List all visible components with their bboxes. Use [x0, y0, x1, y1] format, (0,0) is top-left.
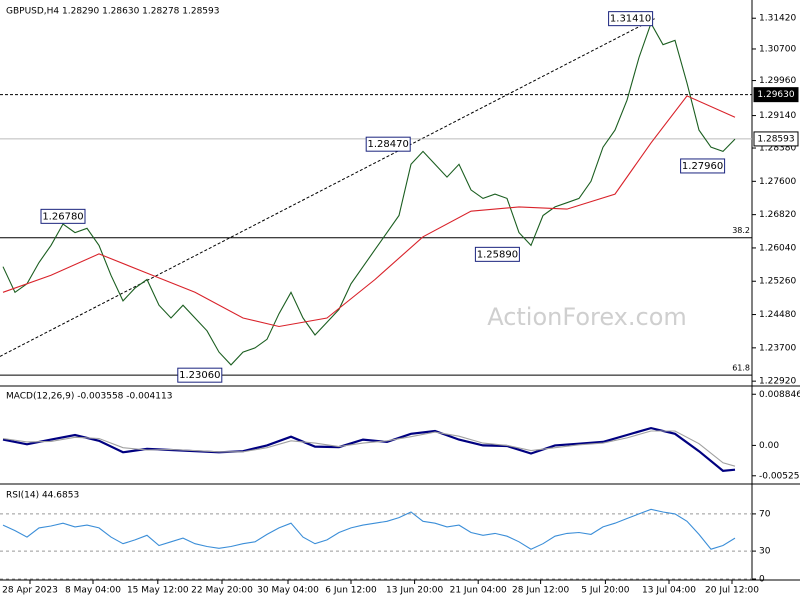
level-box [753, 131, 799, 147]
annotation-box [40, 208, 86, 224]
y-tick-label: 1.28380 [759, 144, 796, 154]
y-tick-label: 1.26820 [759, 210, 796, 220]
series-line [2, 95, 736, 328]
y-tick-label: 70 [759, 509, 771, 519]
x-tick-label: 6 Jun 12:00 [325, 586, 377, 596]
y-tick-label: 0.008846 [759, 390, 800, 400]
x-tick-label: 20 Jul 12:00 [705, 586, 759, 596]
y-tick-label: 0 [759, 575, 765, 585]
y-tick-label: 1.23700 [759, 343, 796, 353]
series-line [2, 426, 736, 473]
level-label: 38.2 [732, 226, 750, 235]
x-tick-label: 15 May 12:00 [127, 586, 189, 596]
x-tick-label: 13 Jul 04:00 [642, 586, 696, 596]
annotation-box [177, 367, 223, 383]
annotation-box [680, 158, 726, 174]
series-line [2, 508, 736, 550]
y-tick-label: 1.27600 [759, 177, 796, 187]
x-tick-label: 28 Apr 2023 [2, 586, 58, 596]
level-label: 1.28593 [757, 134, 794, 144]
y-tick-label: 1.31420 [759, 14, 796, 24]
x-tick-label: 21 Jun 04:00 [450, 586, 507, 596]
annotation-label: 1.26780 [42, 211, 83, 222]
x-tick-label: 28 Jun 12:00 [512, 586, 569, 596]
y-tick-label: -0.005252 [759, 471, 800, 481]
y-tick-label: 1.22920 [759, 377, 796, 387]
y-tick-label: 1.24480 [759, 310, 796, 320]
annotation-label: 1.25890 [477, 249, 518, 260]
panel-title: MACD(12,26,9) -0.003558 -0.004113 [6, 392, 172, 402]
panel-title: GBPUSD,H4 1.28290 1.28630 1.28278 1.2859… [6, 7, 219, 17]
trendline [0, 18, 655, 357]
annotation-box [608, 11, 654, 27]
x-tick-label: 5 Jul 20:00 [581, 586, 630, 596]
panel-title: RSI(14) 44.6853 [6, 491, 79, 501]
level-label: 1.29630 [757, 90, 794, 100]
y-tick-label: 1.25260 [759, 277, 796, 287]
x-tick-label: 8 May 04:00 [65, 586, 121, 596]
annotation-label: 1.31410 [610, 14, 651, 25]
y-tick-label: 0.00 [759, 441, 779, 451]
level-box [753, 87, 799, 103]
y-tick-label: 1.29960 [759, 76, 796, 86]
annotation-label: 1.28470 [368, 139, 409, 150]
watermark: ActionForex.com [487, 303, 687, 331]
annotation-label: 1.27960 [682, 161, 723, 172]
x-tick-label: 22 May 20:00 [191, 586, 253, 596]
x-tick-label: 13 Jun 20:00 [386, 586, 443, 596]
annotation-box [365, 136, 411, 152]
y-tick-label: 1.26040 [759, 243, 796, 253]
annotation-label: 1.23060 [179, 370, 220, 381]
y-tick-label: 1.30700 [759, 44, 796, 54]
y-tick-label: 1.29140 [759, 111, 796, 121]
x-tick-label: 30 May 04:00 [257, 586, 319, 596]
level-label: 61.8 [732, 364, 750, 373]
series-line [2, 21, 736, 366]
annotation-box [474, 246, 520, 262]
y-tick-label: 30 [759, 547, 771, 557]
series-line [2, 430, 736, 467]
